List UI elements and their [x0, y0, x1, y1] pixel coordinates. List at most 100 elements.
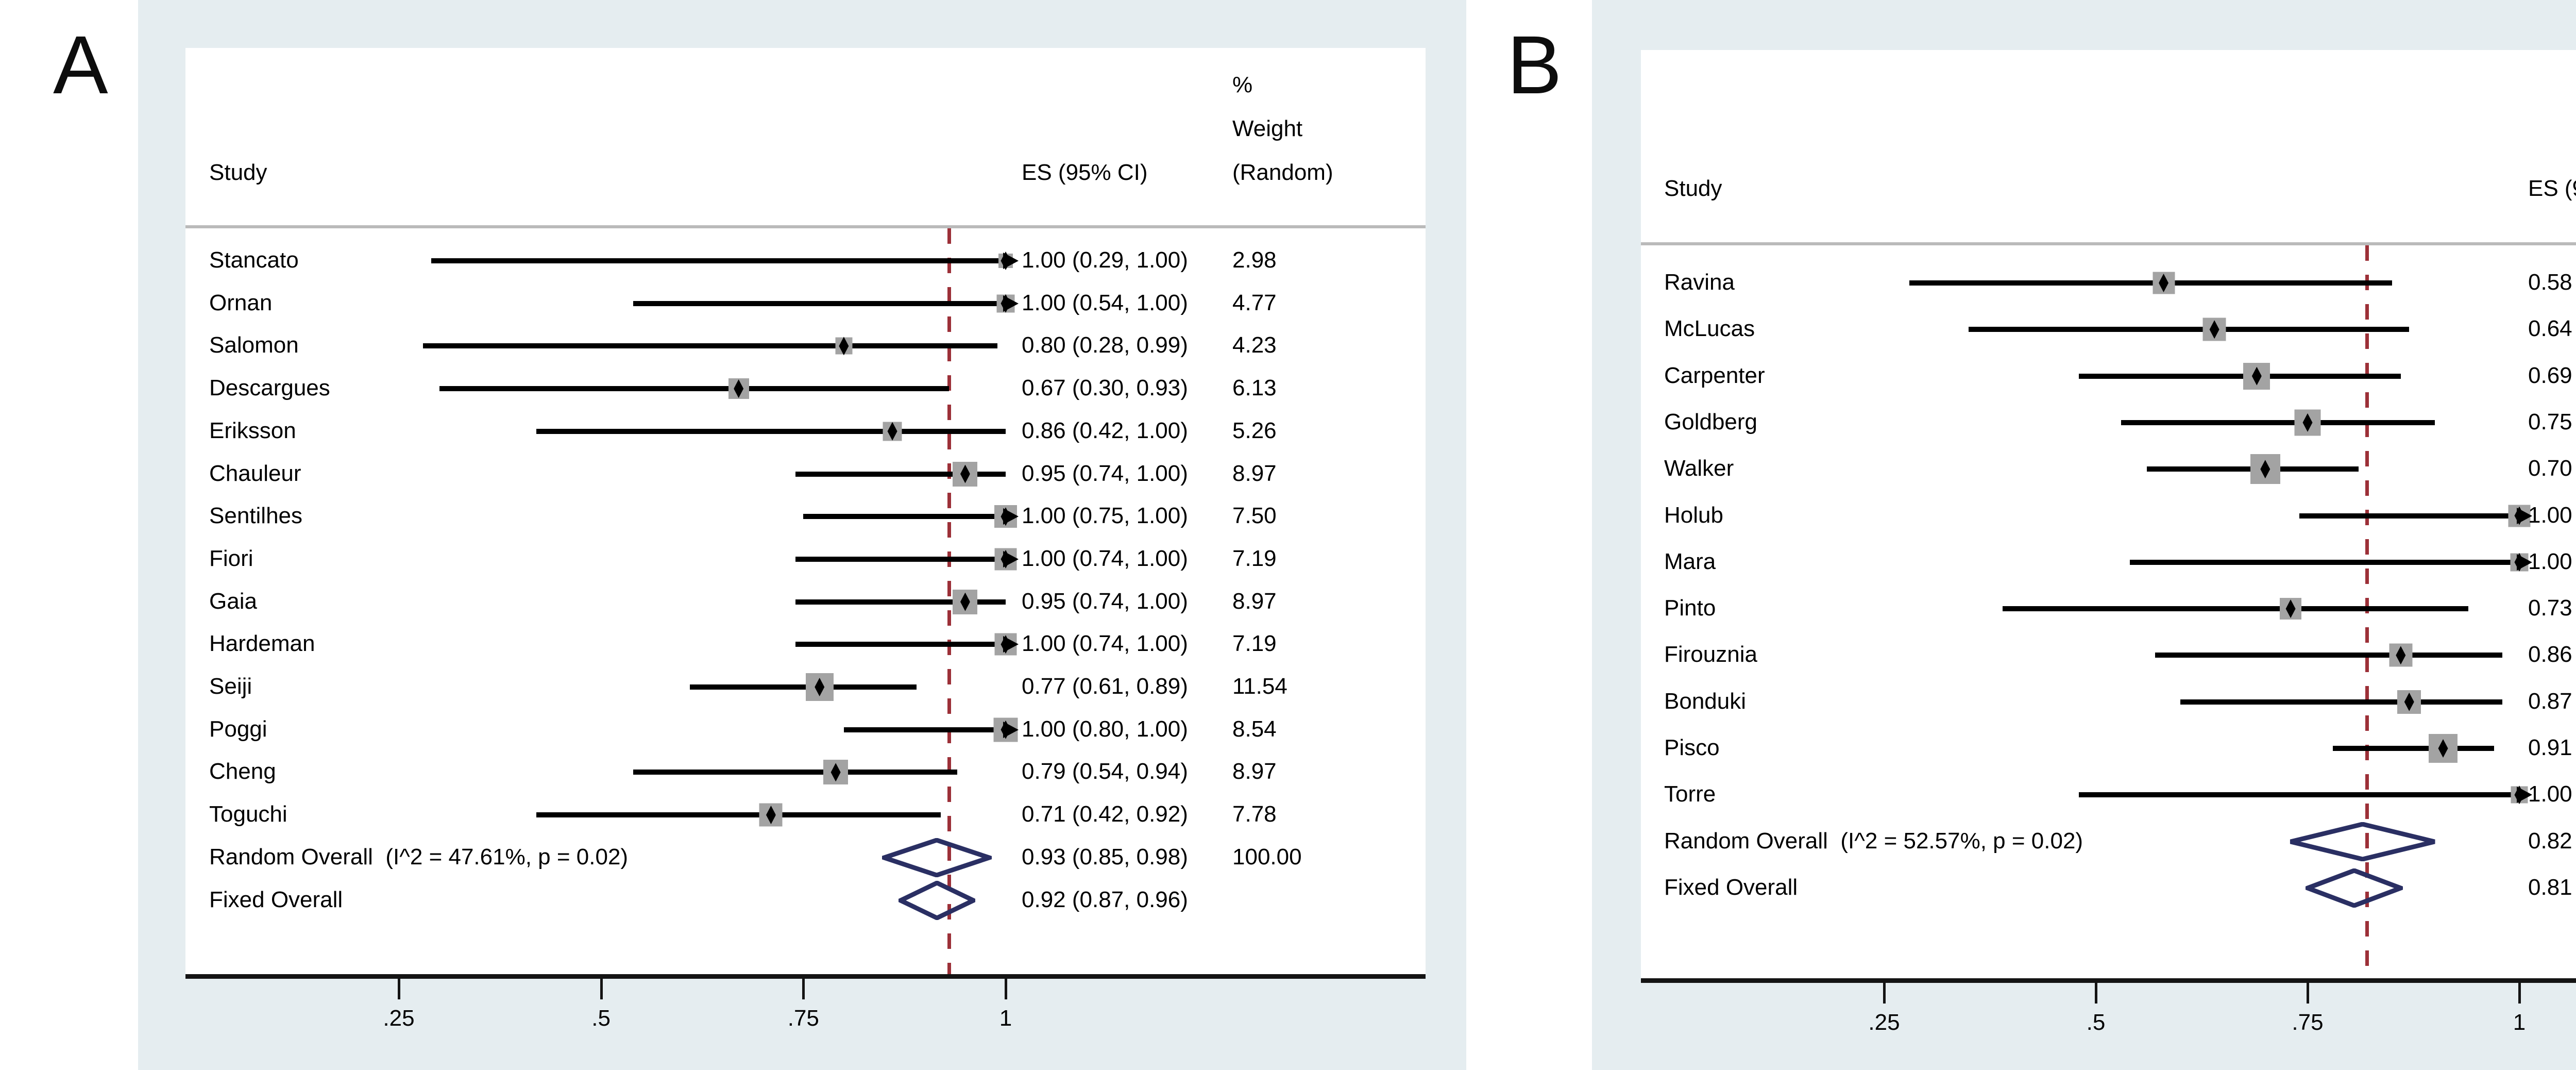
weight-value: 7.19 — [1232, 545, 1277, 571]
ci-clipped-arrow-icon — [1003, 721, 1019, 738]
study-name: Seiji — [209, 674, 252, 699]
study-name: Sentilhes — [209, 503, 303, 529]
weight-value: 8.97 — [1232, 588, 1277, 614]
reference-dashed-line — [2365, 245, 2369, 978]
weight-value: 4.23 — [1232, 332, 1277, 358]
point-estimate-marker — [960, 592, 970, 611]
point-estimate-marker — [2251, 366, 2262, 386]
point-estimate-marker — [2302, 413, 2313, 432]
study-name: Holub — [1664, 502, 1723, 528]
es-ci-value: 0.58 (0.28, 0.85) — [2528, 270, 2572, 295]
study-name: Random Overall (I^2 = 47.61%, p = 0.02) — [209, 844, 629, 870]
summary-diamond — [2306, 868, 2403, 908]
point-estimate-marker — [887, 422, 897, 441]
study-name: Pisco — [1664, 735, 1720, 760]
es-ci-value: 1.00 (0.48, 1.00) — [2528, 781, 2572, 807]
point-estimate-marker — [831, 763, 841, 782]
es-ci-value: 0.95 (0.74, 1.00) — [1022, 588, 1188, 614]
study-name: Carpenter — [1664, 362, 1765, 388]
weight-value: 7.78 — [1232, 801, 1277, 827]
x-axis-tick-label: .75 — [2292, 1010, 2324, 1035]
x-axis-tick-label: .25 — [383, 1006, 415, 1031]
point-estimate-marker — [960, 464, 970, 483]
confidence-interval-line — [2155, 653, 2503, 658]
confidence-interval-line — [423, 343, 998, 349]
es-ci-value: 1.00 (0.74, 1.00) — [2528, 502, 2572, 528]
summary-diamond — [882, 838, 992, 877]
x-axis-tick — [600, 979, 603, 999]
confidence-interval-line — [2299, 513, 2519, 519]
confidence-interval-line — [439, 386, 950, 392]
study-name: Toguchi — [209, 801, 287, 827]
confidence-interval-line — [803, 514, 1006, 520]
es-ci-value: 0.75 (0.53, 0.90) — [2528, 409, 2572, 434]
confidence-interval-line — [795, 642, 1006, 647]
column-header-weight-line: % — [1232, 72, 1253, 97]
ci-clipped-arrow-icon — [2517, 787, 2532, 804]
study-name: Bonduki — [1664, 688, 1747, 714]
summary-diamond — [898, 880, 976, 920]
study-name: Descargues — [209, 375, 330, 401]
summary-diamond-shape — [2306, 868, 2403, 908]
confidence-interval-line — [795, 556, 1006, 562]
column-header-weight-line: Weight — [1232, 116, 1303, 141]
study-name: Torre — [1664, 781, 1716, 807]
es-ci-value: 1.00 (0.74, 1.00) — [1022, 545, 1188, 571]
point-estimate-marker — [2438, 739, 2448, 758]
es-ci-value: 0.87 (0.60, 0.98) — [2528, 688, 2572, 714]
point-estimate-marker — [766, 806, 776, 825]
es-ci-value: 0.80 (0.28, 0.99) — [1022, 332, 1188, 358]
study-name: Ornan — [209, 290, 273, 315]
panel-a-label: A — [53, 19, 108, 111]
confidence-interval-line — [536, 428, 1006, 434]
x-axis-tick — [2518, 983, 2521, 1004]
point-estimate-marker — [2285, 599, 2296, 618]
confidence-interval-line — [2003, 606, 2469, 612]
study-name: Poggi — [209, 716, 267, 742]
ci-clipped-arrow-icon — [1003, 253, 1019, 269]
weight-value: 8.54 — [1232, 716, 1277, 742]
study-name: Fixed Overall — [1664, 874, 1798, 900]
confidence-interval-line — [795, 599, 1006, 605]
confidence-interval-line — [1909, 280, 2393, 286]
point-estimate-marker — [2404, 692, 2414, 711]
es-ci-value: 0.70 (0.56, 0.81) — [2528, 456, 2572, 481]
ci-clipped-arrow-icon — [1003, 636, 1019, 653]
es-ci-value: 0.67 (0.30, 0.93) — [1022, 375, 1188, 401]
x-axis-tick-label: 1 — [2513, 1010, 2526, 1035]
panel-b-label: B — [1507, 19, 1562, 111]
weight-value: 8.97 — [1232, 460, 1277, 486]
confidence-interval-line — [795, 471, 1006, 477]
confidence-interval-line — [690, 684, 917, 690]
summary-diamond-shape — [882, 838, 992, 877]
point-estimate-marker — [2159, 274, 2169, 292]
study-name: Hardeman — [209, 631, 315, 657]
study-name: Firouznia — [1664, 642, 1757, 667]
x-axis-line — [185, 974, 1426, 979]
x-axis-tick-label: .5 — [591, 1006, 611, 1031]
es-ci-value: 0.73 (0.39, 0.94) — [2528, 595, 2572, 621]
es-ci-value: 1.00 (0.80, 1.00) — [1022, 716, 1188, 742]
es-ci-value: 0.82 (0.73, 0.90) — [2528, 828, 2572, 854]
plot-area: Study ES (95% CI)% Weight (Random) Stancato 1… — [185, 48, 1426, 979]
confidence-interval-line — [2333, 746, 2494, 751]
column-header-es-ci: ES (95% CI) — [1022, 160, 1148, 185]
x-axis-tick-label: .5 — [2086, 1010, 2106, 1035]
ci-clipped-arrow-icon — [2517, 554, 2532, 571]
point-estimate-marker — [839, 337, 849, 356]
study-name: Random Overall (I^2 = 52.57%, p = 0.02) — [1664, 828, 2083, 854]
weight-value: 4.77 — [1232, 290, 1277, 315]
es-ci-value: 0.79 (0.54, 0.94) — [1022, 759, 1188, 784]
point-estimate-marker — [2209, 320, 2219, 339]
study-name: Walker — [1664, 456, 1734, 481]
es-ci-value: 0.86 (0.57, 0.98) — [2528, 642, 2572, 667]
column-header-weight-line: (Random) — [1232, 160, 1333, 185]
weight-value: 11.54 — [1232, 674, 1287, 699]
weight-value: 100.00 — [1232, 844, 1302, 870]
study-name: Ravina — [1664, 270, 1735, 295]
x-axis-tick — [802, 979, 805, 999]
x-axis-tick-label: 1 — [999, 1006, 1012, 1031]
summary-diamond-shape — [2290, 822, 2435, 861]
